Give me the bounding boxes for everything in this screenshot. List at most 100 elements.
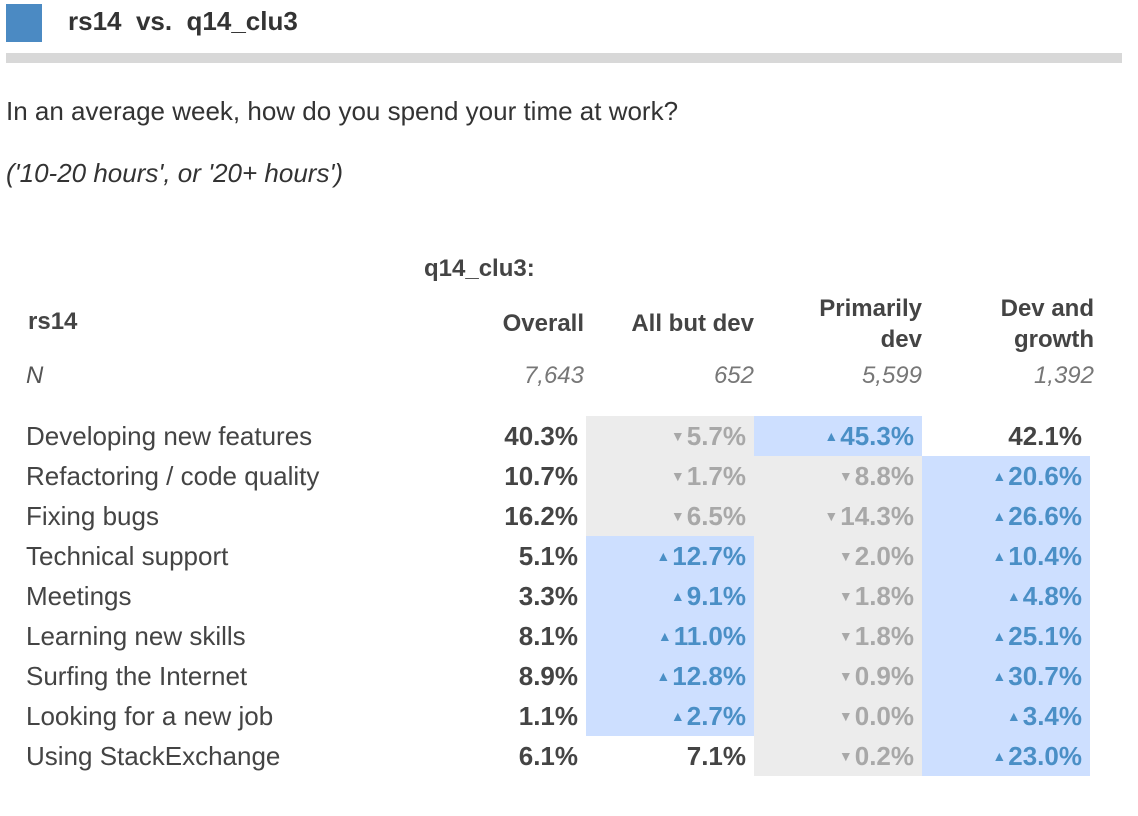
up-triangle-icon: ▲ [992,628,1007,644]
cell-value: 14.3% [840,501,914,531]
row-label: Refactoring / code quality [26,461,320,491]
sample-size-label: N [26,362,44,389]
down-triangle-icon: ▼ [838,588,853,604]
table-cell: ▲10.4% [922,536,1090,576]
cell-value: 10.4% [1008,541,1082,571]
table-cell: ▼1.8% [754,576,922,616]
down-triangle-icon: ▼ [824,508,839,524]
table-cell: ▲26.6% [922,496,1090,536]
cell-value: 0.2% [854,741,914,771]
cell-value: 11.0% [673,621,746,651]
row-label: Looking for a new job [26,701,274,731]
cell-value: 12.7% [672,541,746,571]
up-triangle-icon: ▲ [992,668,1007,684]
up-triangle-icon: ▲ [992,468,1007,484]
column-header: All but dev [631,310,754,337]
table-cell: ▲12.7% [586,536,754,576]
table-cell: 40.3% [416,416,586,456]
row-label: Meetings [26,581,132,611]
down-triangle-icon: ▼ [838,748,853,764]
table-cell: ▲3.4% [922,696,1090,736]
up-triangle-icon: ▲ [992,508,1007,524]
cell-value: 2.7% [686,701,746,731]
cell-value: 3.4% [1022,701,1082,731]
down-triangle-icon: ▼ [670,468,685,484]
cell-value: 8.1% [518,621,578,651]
table-cell: ▼0.9% [754,656,922,696]
table-cell: ▼0.2% [754,736,922,776]
column-header: Overall [502,310,584,337]
header-divider [6,53,1122,63]
header-color-swatch [6,4,42,42]
cell-value: 23.0% [1008,741,1082,771]
table-cell: ▲20.6% [922,456,1090,496]
row-label: Surfing the Internet [26,661,248,691]
table-cell: 5.1% [416,536,586,576]
cell-value: 45.3% [840,421,914,451]
question-subtext: ('10-20 hours', or '20+ hours') [6,158,344,188]
table-cell: ▲25.1% [922,616,1090,656]
cell-value: 2.0% [854,541,914,571]
cell-value: 10.7% [504,461,578,491]
cell-value: 8.9% [518,661,578,691]
table-cell: ▼0.0% [754,696,922,736]
table-cell: ▼6.5% [586,496,754,536]
table-cell: ▼5.7% [586,416,754,456]
row-label: Learning new skills [26,621,246,651]
question-text: In an average week, how do you spend you… [6,96,679,126]
cell-value: 30.7% [1008,661,1082,691]
row-label: Technical support [26,541,229,571]
table-cell: ▼1.7% [586,456,754,496]
up-triangle-icon: ▲ [670,588,685,604]
header-title: rs14 vs. q14_clu3 [68,6,298,36]
cell-value: 1.8% [854,621,914,651]
table-cell: ▲9.1% [586,576,754,616]
up-triangle-icon: ▲ [1006,588,1021,604]
up-triangle-icon: ▲ [992,748,1007,764]
table-cell: ▲4.8% [922,576,1090,616]
cell-value: 16.2% [504,501,578,531]
cell-value: 3.3% [518,581,578,611]
down-triangle-icon: ▼ [838,708,853,724]
cell-value: 20.6% [1008,461,1082,491]
down-triangle-icon: ▼ [838,468,853,484]
up-triangle-icon: ▲ [824,428,839,444]
cell-value: 8.8% [854,461,914,491]
down-triangle-icon: ▼ [838,668,853,684]
cell-value: 40.3% [504,421,578,451]
cell-value: 5.7% [686,421,746,451]
row-label: Developing new features [26,421,313,451]
up-triangle-icon: ▲ [1006,708,1021,724]
row-label: Using StackExchange [26,741,281,771]
cell-value: 12.8% [672,661,746,691]
cell-value: 4.8% [1022,581,1082,611]
table-cell: ▲12.8% [586,656,754,696]
cell-value: 6.1% [518,741,578,771]
cell-value: 5.1% [518,541,578,571]
table-cell: ▼8.8% [754,456,922,496]
cell-value: 9.1% [686,581,746,611]
up-triangle-icon: ▲ [670,708,685,724]
up-triangle-icon: ▲ [656,668,671,684]
sample-size-value: 5,599 [861,362,922,389]
cell-value: 25.1% [1008,621,1082,651]
cell-value: 26.6% [1008,501,1082,531]
sample-size-value: 7,643 [523,362,584,389]
table-cell: ▲11.0% [586,616,754,656]
table-cell: 8.1% [416,616,586,656]
cell-value: 1.7% [686,461,746,491]
table-cell: ▲23.0% [922,736,1090,776]
sample-size-value: 1,392 [1033,362,1094,389]
cell-value: 6.5% [686,501,746,531]
column-header: Primarily dev [819,295,922,353]
table-cell: ▼14.3% [754,496,922,536]
down-triangle-icon: ▼ [670,508,685,524]
down-triangle-icon: ▼ [670,428,685,444]
up-triangle-icon: ▲ [992,548,1007,564]
table-cell: 7.1% [586,736,754,776]
table-cell: ▼2.0% [754,536,922,576]
column-header: Dev and growth [1000,295,1094,353]
cell-value: 42.1% [1008,421,1082,451]
cell-value: 7.1% [686,741,746,771]
cell-value: 1.8% [854,581,914,611]
